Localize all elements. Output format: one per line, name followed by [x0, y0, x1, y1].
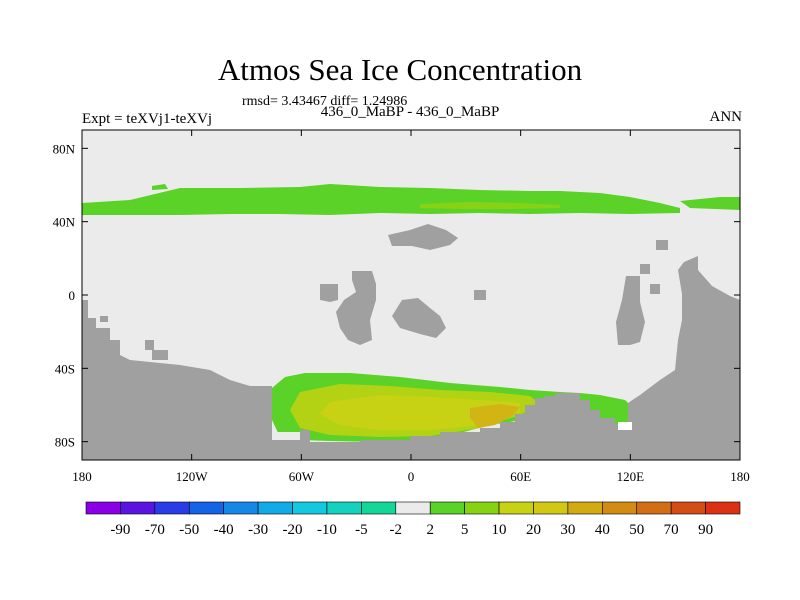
colorbar-label: -10 — [317, 522, 337, 538]
colorbar-label: -30 — [248, 522, 268, 538]
y-axis: 80N 40N 0 40S 80S — [53, 141, 740, 450]
colorbar-label: 30 — [560, 522, 575, 538]
colorbar-swatch — [361, 501, 397, 515]
colorbar-label: 50 — [629, 522, 644, 538]
island-north — [388, 224, 458, 250]
colorbar-swatch — [429, 501, 465, 515]
x-tick-label: 120E — [617, 469, 645, 484]
colorbar-swatch — [705, 501, 741, 515]
colorbar-swatch — [567, 501, 603, 515]
colorbar-swatch — [498, 501, 534, 515]
colorbar-swatch — [120, 501, 156, 515]
north-ice-patch — [680, 197, 740, 210]
island-east-b — [616, 276, 645, 345]
island-east-a — [392, 298, 446, 338]
land-patch-southwest — [225, 388, 240, 396]
x-tick-label: 120W — [176, 469, 209, 484]
colorbar-swatch — [602, 501, 638, 515]
colorbar-swatch — [257, 501, 293, 515]
colorbar-label: -20 — [283, 522, 303, 538]
colorbar-label: -5 — [355, 522, 368, 538]
south-ice-max — [470, 404, 520, 428]
stats-label: rmsd= 3.43467 diff= 1.24986 — [242, 94, 408, 109]
colorbar-label: -70 — [145, 522, 165, 538]
north-ice-streak — [420, 202, 560, 209]
period-label: 436_0_MaBP - 436_0_MaBP — [320, 104, 500, 120]
x-tick-label: 60E — [510, 469, 531, 484]
colorbar-swatch — [670, 501, 706, 515]
y-tick-label: 40S — [55, 361, 75, 376]
south-ice-core — [320, 395, 520, 430]
colorbar-swatch — [188, 501, 224, 515]
colorbar-label: -50 — [179, 522, 199, 538]
island-central — [336, 271, 376, 345]
island-small — [640, 264, 650, 274]
season-label: ANN — [709, 109, 743, 125]
ocean-notch — [278, 432, 300, 440]
colorbar-label: 40 — [595, 522, 610, 538]
y-tick-label: 40N — [53, 215, 76, 230]
colorbar-label: 20 — [526, 522, 541, 538]
colorbar-label: -90 — [110, 522, 130, 538]
y-tick-label: 80N — [53, 141, 76, 156]
colorbar-swatch — [395, 501, 431, 515]
colorbar-label: 90 — [698, 522, 713, 538]
y-tick-label: 0 — [69, 288, 76, 303]
x-tick-label: 180 — [730, 469, 750, 484]
x-axis: 180 120W 60W 0 60E 120E 180 — [72, 130, 750, 484]
colorbar-swatch — [154, 501, 190, 515]
colorbar: -90 -70 -50 -40 -30 -20 -10 -5 -2 2 5 10 20 30 40 50 70 9… — [85, 501, 741, 538]
chart-title: Atmos Sea Ice Concentration — [217, 52, 583, 87]
colorbar-swatch — [464, 501, 500, 515]
island-small — [474, 290, 486, 300]
island-small — [650, 284, 660, 294]
colorbar-label: -2 — [390, 522, 403, 538]
colorbar-swatch — [85, 501, 121, 515]
colorbar-swatch — [533, 501, 569, 515]
x-tick-label: 60W — [289, 469, 315, 484]
colorbar-swatch — [223, 501, 259, 515]
colorbar-label: 2 — [426, 522, 434, 538]
colorbar-swatch — [326, 501, 362, 515]
x-tick-label: 0 — [408, 469, 415, 484]
colorbar-label: 10 — [492, 522, 507, 538]
island-small — [656, 240, 668, 250]
colorbar-label: 70 — [664, 522, 679, 538]
island-west — [320, 284, 338, 302]
island-small — [152, 350, 168, 360]
y-tick-label: 80S — [55, 435, 75, 450]
island-small — [145, 340, 154, 350]
island-small — [100, 316, 108, 322]
colorbar-swatch — [292, 501, 328, 515]
continent-america — [82, 256, 740, 460]
experiment-label: Expt = teXVj1-teXVj — [82, 111, 213, 127]
colorbar-label: 5 — [461, 522, 469, 538]
x-tick-label: 180 — [72, 469, 92, 484]
north-ice-patch — [152, 184, 168, 190]
colorbar-label: -40 — [214, 522, 234, 538]
ocean-notch — [618, 422, 632, 430]
colorbar-swatch — [636, 501, 672, 515]
